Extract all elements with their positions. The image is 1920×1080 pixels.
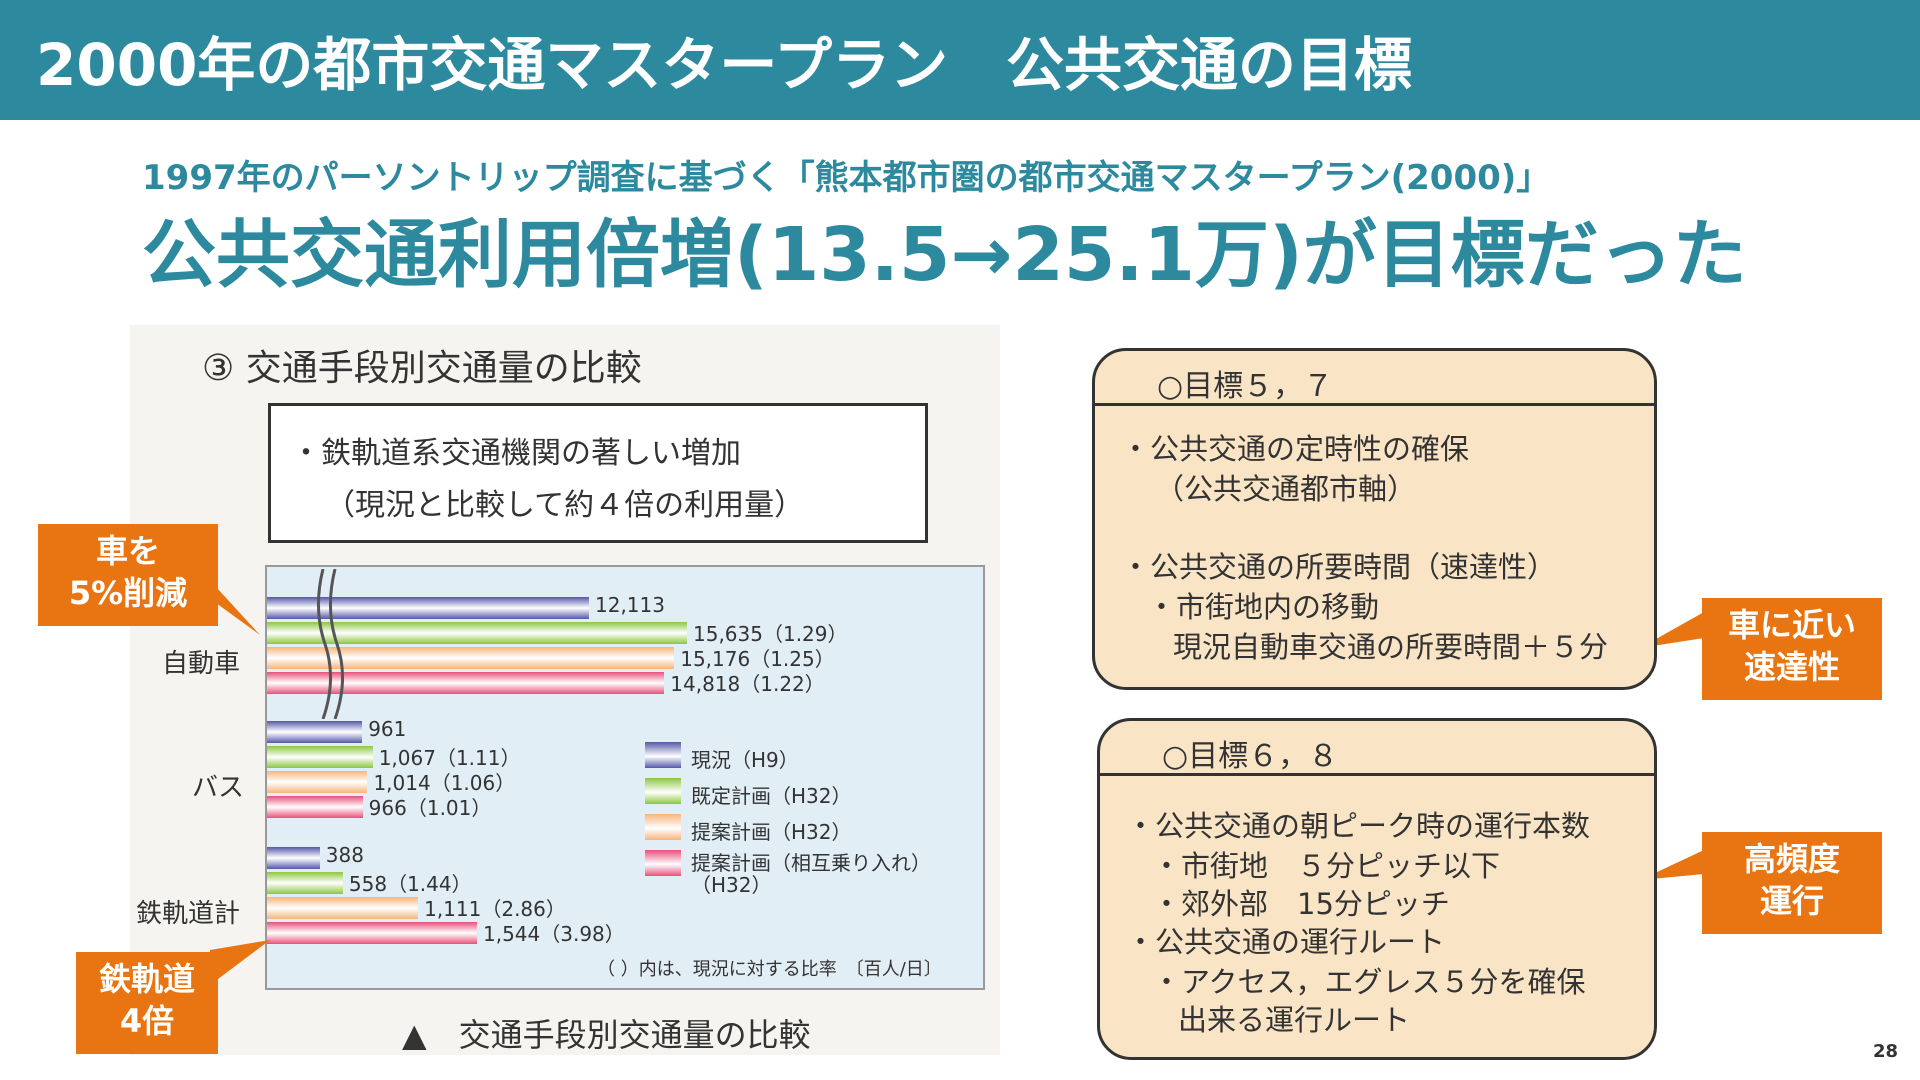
legend-label: 提案計画（H32） — [691, 820, 852, 844]
goal-item: ・公共交通の定時性の確保 — [1121, 432, 1470, 466]
bar-value-label: 1,544（3.98） — [483, 922, 625, 946]
bar-rail-series-1 — [267, 847, 320, 869]
callout-text: 鉄軌道 4倍 — [98, 960, 195, 1040]
bar-value-label: 1,111（2.86） — [424, 897, 566, 921]
page-number: 28 — [1872, 1041, 1898, 1062]
bar-rail-series-4 — [267, 922, 477, 944]
callout-speed: 車に近い 速達性 — [1702, 598, 1882, 700]
legend-label: 提案計画（相互乗り入れ）（H32） — [691, 851, 931, 897]
chart-caption: ▲ 交通手段別交通量の比較 — [402, 1016, 811, 1054]
bar-value-label: 961 — [368, 717, 407, 741]
goal-title: ○目標６，８ — [1162, 739, 1339, 774]
goal-item: ・郊外部 15分ピッチ — [1152, 887, 1450, 921]
legend-swatch-proposed-mutual — [645, 850, 681, 876]
bar-value-label: 966（1.01） — [368, 796, 492, 820]
goal-item: ・公共交通の運行ルート — [1126, 925, 1446, 959]
legend-label: 既定計画（H32） — [691, 784, 852, 808]
callout-text: 車に近い 速達性 — [1727, 606, 1856, 686]
goal-title-bar: ○目標５，７ — [1095, 351, 1654, 406]
callout-frequency: 高頻度 運行 — [1702, 832, 1882, 934]
bar-car-series-4 — [267, 672, 665, 694]
goal-panel-6-8: ○目標６，８ ・公共交通の朝ピーク時の運行本数 ・市街地 ５分ピッチ以下 ・郊外… — [1097, 718, 1657, 1060]
category-label-car: 自動車 — [162, 649, 241, 679]
chart-note-line: ・鉄軌道系交通機関の著しい増加 — [291, 436, 741, 471]
goal-item: 現況自動車交通の所要時間＋５分 — [1173, 630, 1609, 664]
chart-note-box: ・鉄軌道系交通機関の著しい増加 （現況と比較して約４倍の利用量） — [268, 403, 928, 543]
callout-rail-quadruple: 鉄軌道 4倍 — [76, 952, 218, 1054]
category-label-bus: バス — [192, 773, 245, 803]
headline: 公共交通利用倍増(13.5→25.1万)が目標だった — [142, 212, 1747, 298]
bar-value-label: 1,014（1.06） — [373, 771, 516, 795]
bar-rail-series-3 — [267, 897, 419, 919]
bar-value-label: 388 — [325, 843, 364, 867]
axis-break-mark — [316, 569, 345, 719]
goal-item: （公共交通都市軸） — [1155, 472, 1417, 506]
chart-heading: ③ 交通手段別交通量の比較 — [202, 348, 642, 389]
bar-bus-series-3 — [267, 771, 368, 793]
bar-value-label: 15,635（1.29） — [693, 622, 848, 646]
legend-swatch-existing-plan — [645, 778, 681, 804]
legend-swatch-proposed-plan — [645, 814, 681, 840]
bar-value-label: 558（1.44） — [348, 872, 472, 896]
callout-pointer — [210, 940, 270, 985]
bar-value-label: 12,113 — [595, 593, 665, 617]
goal-item: ・市街地 ５分ピッチ以下 — [1152, 849, 1501, 883]
callout-text: 高頻度 運行 — [1743, 840, 1840, 920]
bar-value-label: 1,067（1.11） — [378, 746, 521, 770]
goal-item: ・公共交通の朝ピーク時の運行本数 — [1126, 809, 1591, 843]
callout-pointer — [205, 575, 260, 635]
bar-car-series-2 — [267, 622, 687, 644]
slide-title: 2000年の都市交通マスタープラン 公共交通の目標 — [36, 31, 1412, 99]
legend-label: 現況（H9） — [691, 748, 799, 772]
goal-panel-5-7: ○目標５，７ ・公共交通の定時性の確保 （公共交通都市軸） ・公共交通の所要時間… — [1092, 348, 1657, 690]
bar-bus-series-1 — [267, 721, 363, 743]
goal-item: 出来る運行ルート — [1178, 1003, 1411, 1037]
bar-car-series-1 — [267, 597, 589, 619]
goal-item: ・公共交通の所要時間（速達性） — [1121, 550, 1557, 584]
legend-swatch-current — [645, 742, 681, 768]
category-label-rail: 鉄軌道計 — [136, 899, 241, 929]
goal-item: ・アクセス，エグレス５分を確保 — [1152, 965, 1586, 999]
bar-bus-series-4 — [267, 796, 363, 818]
slide-header: 2000年の都市交通マスタープラン 公共交通の目標 — [0, 0, 1920, 120]
goal-title: ○目標５，７ — [1157, 369, 1334, 404]
chart-figure: ③ 交通手段別交通量の比較 ・鉄軌道系交通機関の著しい増加 （現況と比較して約４… — [130, 325, 1000, 1055]
bar-bus-series-2 — [267, 746, 373, 768]
callout-text: 車を 5%削減 — [68, 532, 188, 612]
chart-note-line: （現況と比較して約４倍の利用量） — [325, 488, 805, 523]
bar-rail-series-2 — [267, 872, 343, 894]
bar-value-label: 15,176（1.25） — [680, 647, 835, 671]
bar-chart-plot: 現況（H9） 既定計画（H32） 提案計画（H32） 提案計画（相互乗り入れ）（… — [265, 565, 985, 990]
chart-footnote: （ ）内は、現況に対する比率 〔百人/日〕 — [597, 959, 942, 980]
bar-value-label: 14,818（1.22） — [670, 672, 825, 696]
bar-car-series-3 — [267, 647, 675, 669]
goal-title-bar: ○目標６，８ — [1100, 721, 1654, 776]
goal-item: ・市街地内の移動 — [1147, 590, 1380, 624]
subtitle: 1997年のパーソントリップ調査に基づく「熊本都市圏の都市交通マスタープラン(2… — [142, 158, 1551, 198]
callout-car-reduction: 車を 5%削減 — [38, 524, 218, 626]
